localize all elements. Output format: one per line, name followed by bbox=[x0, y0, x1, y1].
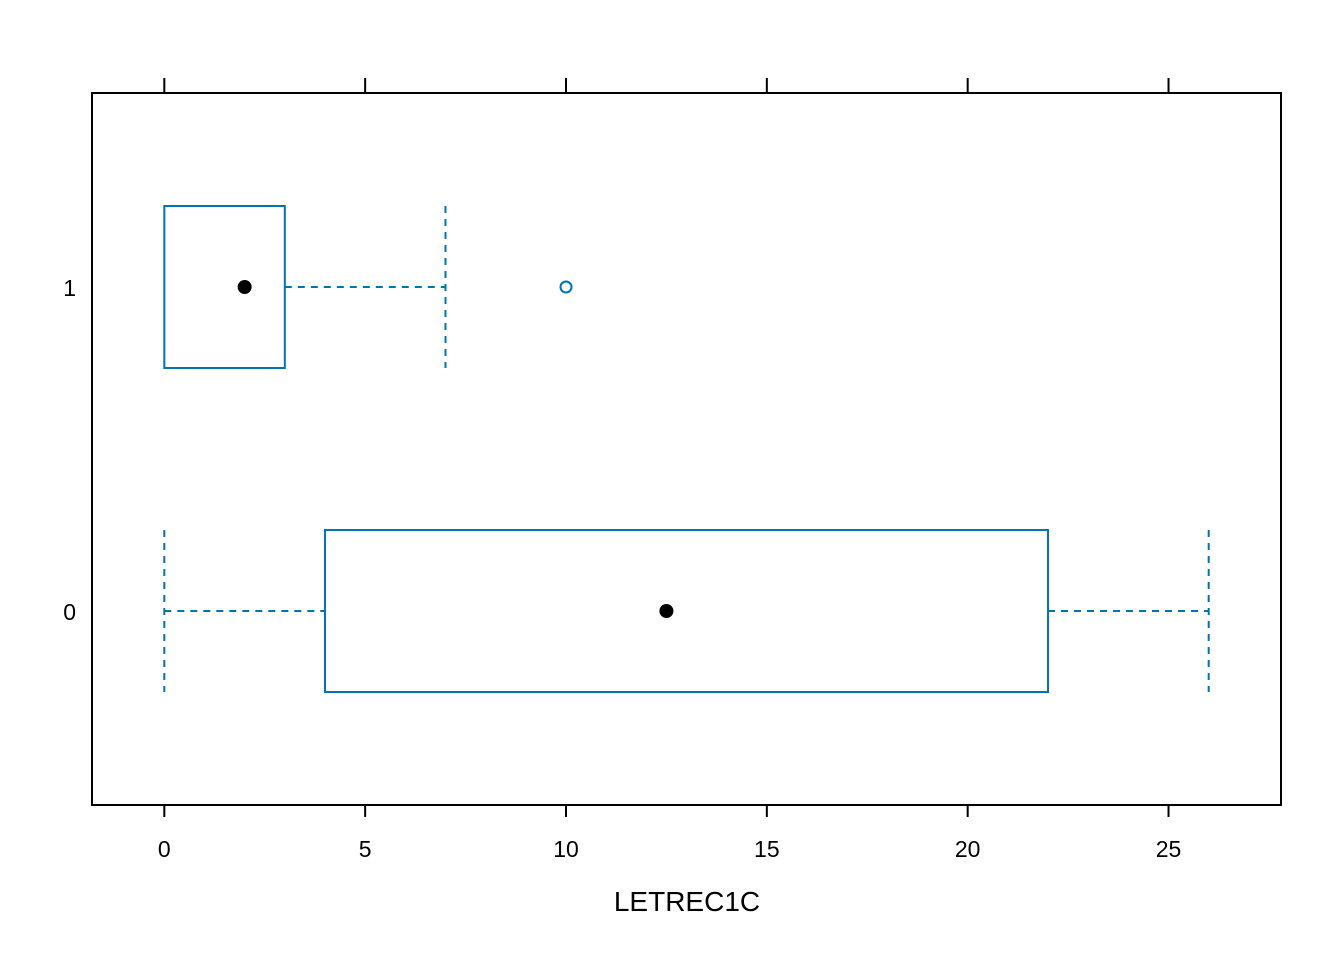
y-tick-label: 0 bbox=[63, 599, 76, 625]
x-axis-top bbox=[163, 78, 1170, 93]
x-axis-title: LETREC1C bbox=[614, 886, 760, 917]
box-iqr bbox=[163, 205, 286, 369]
x-tick-label: 5 bbox=[359, 836, 372, 862]
x-tick-label: 25 bbox=[1156, 836, 1182, 862]
boxes-layer bbox=[163, 205, 1210, 693]
plot-frame bbox=[91, 92, 1282, 806]
y-tick-label: 1 bbox=[63, 275, 76, 301]
outlier-point bbox=[559, 280, 573, 294]
median-dot bbox=[237, 280, 252, 294]
y-axis: 01 bbox=[63, 275, 76, 625]
x-axis-bottom: 0 5 10 15 20 25 bbox=[158, 805, 1181, 862]
x-tick-label: 0 bbox=[158, 836, 171, 862]
median-dot bbox=[659, 604, 674, 618]
x-tick-label: 20 bbox=[955, 836, 981, 862]
x-tick-label: 15 bbox=[754, 836, 780, 862]
x-tick-label: 10 bbox=[553, 836, 579, 862]
box-iqr bbox=[323, 529, 1050, 693]
